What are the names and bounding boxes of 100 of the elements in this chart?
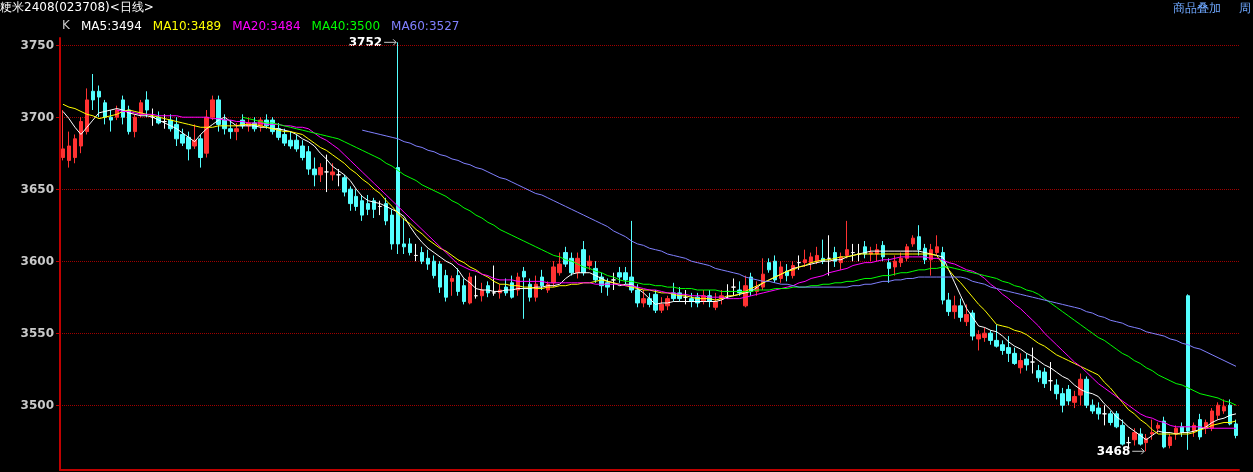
- y-tick-label: 3550: [20, 326, 54, 341]
- candlestick: [641, 289, 646, 308]
- candlestick: [480, 282, 484, 303]
- candlestick: [1078, 373, 1083, 406]
- candlestick: [234, 122, 239, 141]
- candlestick: [1132, 427, 1137, 447]
- candlestick: [91, 73, 95, 111]
- candlestick: [767, 257, 771, 274]
- line-series: [242, 116, 1237, 406]
- candlestick: [145, 90, 149, 118]
- line-series: [361, 129, 1237, 367]
- annotation: 3468: [1096, 444, 1131, 459]
- chart-title: 粳米2408(023708)<日线>: [0, 0, 154, 14]
- candlestick: [713, 292, 718, 311]
- candlestick: [324, 154, 329, 193]
- candlestick: [1216, 401, 1220, 421]
- text: MA60:3527: [391, 19, 460, 33]
- text: MA10:3489: [152, 19, 222, 33]
- candlestick: [731, 277, 736, 297]
- candlestick: [815, 246, 819, 265]
- candlestick: [133, 113, 137, 138]
- candlestick: [414, 243, 418, 262]
- candlestick: [845, 220, 849, 259]
- text: MA5:3494: [81, 19, 142, 33]
- candlestick: [109, 109, 113, 133]
- candlestick: [935, 234, 939, 256]
- candlestick: [857, 243, 861, 262]
- candlestick: [1072, 390, 1077, 409]
- candlestick: [779, 260, 783, 284]
- y-tick-label: 3500: [20, 398, 54, 413]
- candlestick: [450, 275, 454, 297]
- text: 商品叠加: [1173, 1, 1221, 15]
- candlestick: [402, 217, 406, 255]
- candlestick: [958, 298, 963, 323]
- candlestick: [85, 87, 89, 135]
- y-tick-label: 3600: [20, 254, 54, 269]
- candlestick: [426, 249, 430, 271]
- text: MA40:3500: [311, 19, 381, 33]
- candlestick: [911, 234, 915, 248]
- candlestick: [1030, 347, 1035, 375]
- candlestick: [1018, 352, 1023, 375]
- candlestick: [456, 267, 460, 297]
- candlestick: [366, 194, 370, 216]
- candlestick: [809, 252, 813, 271]
- candlestick: [73, 133, 77, 164]
- candlestick: [396, 41, 400, 255]
- candlestick: [444, 269, 448, 303]
- candlestick: [360, 194, 364, 222]
- candlestick: [67, 131, 71, 169]
- candlestick: [492, 265, 496, 297]
- candlestick: [893, 254, 897, 277]
- candlestick: [773, 254, 777, 284]
- candlestick: [390, 208, 394, 251]
- candlestick: [952, 295, 957, 320]
- candlestick: [162, 113, 167, 130]
- candlestick: [61, 109, 65, 161]
- candlestick: [887, 257, 891, 284]
- candlestick: [432, 254, 436, 279]
- text: 周: [1239, 1, 1251, 15]
- candlestick: [611, 272, 616, 291]
- y-tick-label: 3700: [20, 110, 54, 125]
- candlestick: [79, 116, 83, 154]
- candlestick: [420, 246, 424, 265]
- y-tick-label: 3650: [20, 182, 54, 197]
- candlestick: [1102, 404, 1107, 426]
- candlestick: [336, 168, 341, 187]
- candlestick: [970, 309, 975, 341]
- candlestick: [540, 269, 544, 291]
- candlestick: [797, 254, 801, 271]
- candlestick: [474, 275, 478, 300]
- candlestick: [827, 234, 831, 277]
- candlestick: [587, 254, 592, 271]
- candlestick: [204, 109, 209, 159]
- candlestick: [1168, 433, 1172, 449]
- candlestick: [1048, 361, 1053, 392]
- candlestick: [964, 303, 969, 327]
- candlestick: [899, 252, 903, 268]
- candlestick: [1222, 398, 1226, 415]
- candlestick: [917, 224, 921, 256]
- candlestick: [522, 266, 526, 320]
- candlestick: [581, 240, 586, 277]
- candlestick: [1186, 293, 1190, 451]
- candlestick: [408, 237, 412, 256]
- candlestick: [97, 85, 101, 118]
- legend-title: K: [62, 18, 71, 32]
- candlestick: [1234, 419, 1238, 439]
- candlestick: [378, 200, 382, 216]
- candlestick: [1150, 419, 1154, 441]
- candlestick: [198, 133, 203, 169]
- candlestick: [438, 260, 442, 294]
- candlestick: [318, 162, 323, 183]
- candlestick: [330, 162, 335, 182]
- candlestick: [468, 272, 472, 305]
- candlestick: [851, 243, 855, 262]
- candlestick: [210, 95, 215, 121]
- candlestick: [683, 289, 688, 305]
- candlestick: [1156, 421, 1160, 435]
- text: MA20:3484: [232, 19, 301, 33]
- candlestick: [462, 277, 466, 305]
- candlestick: [1024, 352, 1029, 372]
